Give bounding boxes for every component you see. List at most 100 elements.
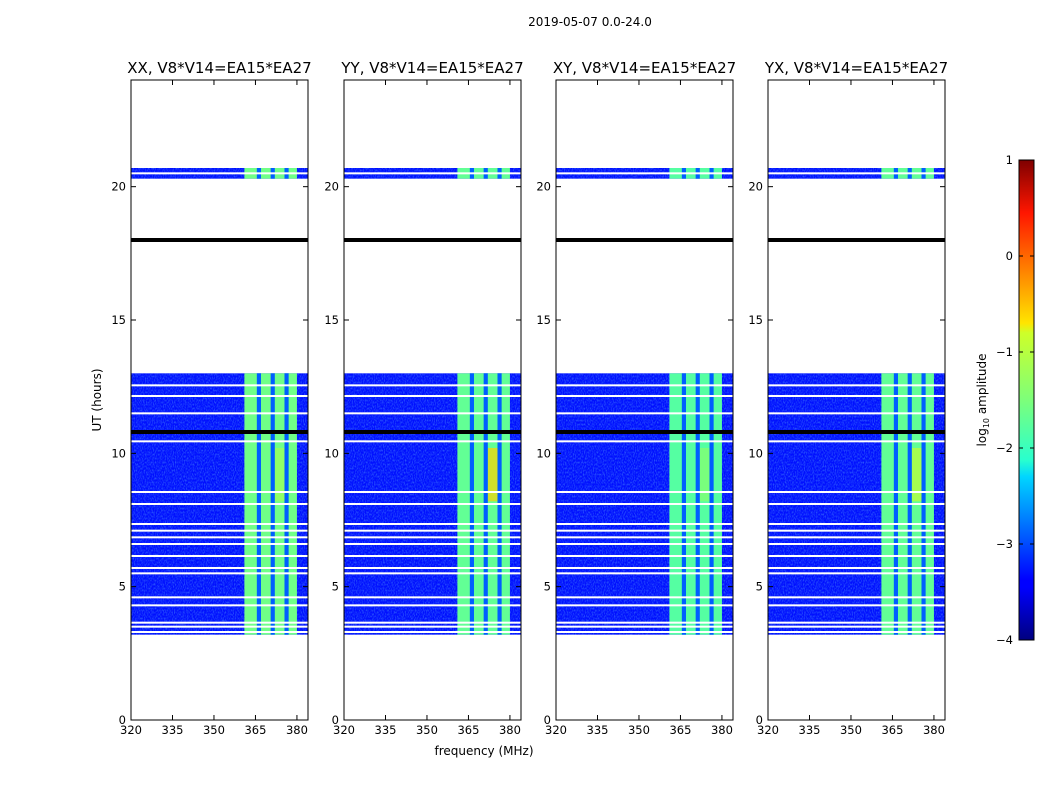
flagged-row xyxy=(344,412,521,415)
panel-2: YY, V8*V14=EA15*EA27 320 335 350 365 380 0 5 10 1… xyxy=(324,59,523,737)
y-tick-label: 0 xyxy=(756,713,763,727)
suptitle: 2019-05-07 0.0-24.0 xyxy=(528,15,652,29)
y-tick-label: 20 xyxy=(111,180,126,194)
x-tick-label: 320 xyxy=(333,723,355,737)
flagged-row xyxy=(131,572,308,575)
flagged-row xyxy=(556,503,733,505)
flagged-row xyxy=(131,555,308,557)
flagged-row xyxy=(344,395,521,397)
colorbar-tick-label: 1 xyxy=(1006,153,1013,167)
x-tick-label: 350 xyxy=(416,723,438,737)
x-tick-label: 335 xyxy=(375,723,397,737)
flagged-row xyxy=(556,395,733,397)
flagged-row xyxy=(131,536,308,539)
dark-row xyxy=(344,238,521,242)
flagged-row xyxy=(556,567,733,569)
panel-title: XX, V8*V14=EA15*EA27 xyxy=(127,59,311,77)
flagged-row xyxy=(556,412,733,415)
flagged-row xyxy=(344,625,521,628)
plot-frame xyxy=(130,79,309,721)
flagged-row xyxy=(768,529,945,532)
x-tick-label: 320 xyxy=(120,723,142,737)
y-tick-label: 15 xyxy=(536,313,551,327)
x-tick-label: 335 xyxy=(587,723,609,737)
flagged-row xyxy=(131,596,308,599)
flagged-row xyxy=(344,596,521,599)
panel-title: XY, V8*V14=EA15*EA27 xyxy=(553,59,736,77)
y-tick-label: 20 xyxy=(536,180,551,194)
flagged-row xyxy=(768,172,945,175)
flagged-row xyxy=(131,172,308,175)
panels: XX, V8*V14=EA15*EA27 320 335 350 365 380 0 5 10 1… xyxy=(111,59,948,737)
flagged-row xyxy=(344,172,521,175)
flagged-row xyxy=(344,440,521,443)
flagged-row xyxy=(768,523,945,525)
colorbar-tick-label: −2 xyxy=(996,441,1013,455)
colorbar-tick-label: 0 xyxy=(1006,249,1013,263)
flagged-row xyxy=(556,384,733,387)
colorbar: 10−1−2−3−4 log10 amplitude xyxy=(975,153,1035,647)
x-tick-label: 365 xyxy=(881,723,903,737)
flagged-row xyxy=(556,572,733,575)
colorbar-label-sub: 10 xyxy=(982,418,991,428)
flagged-row xyxy=(131,503,308,505)
flagged-row xyxy=(768,596,945,599)
colorbar-tick-label: −1 xyxy=(996,345,1013,359)
flagged-row xyxy=(768,631,945,633)
flagged-row xyxy=(556,596,733,599)
flagged-row xyxy=(556,491,733,493)
flagged-row xyxy=(768,572,945,575)
panel-3: XY, V8*V14=EA15*EA27 320 335 350 365 380 0 5 10 1… xyxy=(536,59,736,737)
dark-row xyxy=(131,238,308,242)
flagged-row xyxy=(131,621,308,624)
y-tick-label: 0 xyxy=(332,713,339,727)
flagged-row xyxy=(344,503,521,505)
x-tick-label: 335 xyxy=(799,723,821,737)
y-tick-label: 0 xyxy=(119,713,126,727)
x-tick-label: 335 xyxy=(162,723,184,737)
y-axis-label: UT (hours) xyxy=(90,368,104,431)
rfi-hotspot xyxy=(274,448,285,502)
flagged-row xyxy=(556,172,733,175)
rfi-hotspot xyxy=(699,448,710,502)
flagged-row xyxy=(131,384,308,387)
flagged-row xyxy=(768,536,945,539)
flagged-row xyxy=(344,567,521,569)
flagged-row xyxy=(344,529,521,532)
y-tick-label: 10 xyxy=(536,446,551,460)
flagged-row xyxy=(344,384,521,387)
colorbar-tick-label: −4 xyxy=(996,633,1013,647)
flagged-row xyxy=(344,572,521,575)
flagged-row xyxy=(768,621,945,624)
plot-frame xyxy=(343,79,522,721)
y-tick-label: 5 xyxy=(332,580,339,594)
flagged-row xyxy=(556,604,733,607)
flagged-row xyxy=(131,395,308,397)
flagged-row xyxy=(768,491,945,493)
x-tick-label: 365 xyxy=(457,723,479,737)
panel-4: YX, V8*V14=EA15*EA27 320 335 350 365 380 0 5 10 1… xyxy=(748,59,948,737)
flagged-row xyxy=(768,412,945,415)
panel-title: YX, V8*V14=EA15*EA27 xyxy=(764,59,948,77)
dark-row xyxy=(556,430,733,434)
x-axis-label: frequency (MHz) xyxy=(434,744,533,758)
flagged-row xyxy=(768,625,945,628)
flagged-row xyxy=(344,631,521,633)
colorbar-label-base: log xyxy=(975,428,989,446)
y-tick-label: 5 xyxy=(544,580,551,594)
flagged-row xyxy=(131,412,308,415)
flagged-row xyxy=(344,621,521,624)
y-tick-label: 15 xyxy=(111,313,126,327)
dark-row xyxy=(768,430,945,434)
flagged-row xyxy=(131,440,308,443)
flagged-row xyxy=(768,543,945,545)
flagged-row xyxy=(344,491,521,493)
flagged-row xyxy=(768,567,945,569)
x-tick-label: 350 xyxy=(203,723,225,737)
y-tick-label: 20 xyxy=(748,180,763,194)
y-tick-label: 20 xyxy=(324,180,339,194)
plot-frame xyxy=(767,79,946,721)
x-tick-label: 380 xyxy=(286,723,308,737)
dark-row xyxy=(768,238,945,242)
x-tick-label: 380 xyxy=(499,723,521,737)
